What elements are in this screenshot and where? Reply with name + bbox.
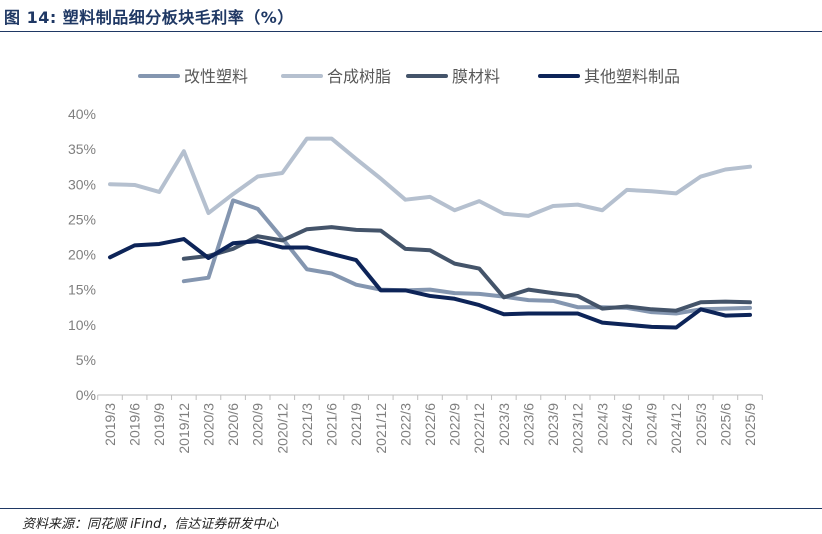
x-tick-label: 2021/6 bbox=[324, 403, 340, 446]
bottom-divider bbox=[0, 508, 822, 509]
y-axis: 0% 5% 10% 15% 20% 25% 30% 35% 40% bbox=[68, 106, 96, 403]
y-tick-label: 10% bbox=[68, 317, 96, 333]
x-tick-label: 2022/6 bbox=[422, 403, 438, 446]
figure-title: 图 14: 塑料制品细分板块毛利率（%） bbox=[4, 8, 294, 27]
x-tick-label: 2024/9 bbox=[644, 403, 660, 446]
x-tick-label: 2019/3 bbox=[102, 403, 118, 446]
top-divider bbox=[0, 31, 822, 32]
y-tick-label: 30% bbox=[68, 176, 96, 192]
legend-label: 合成树脂 bbox=[327, 67, 391, 86]
x-tick-label: 2020/9 bbox=[250, 403, 266, 446]
y-tick-label: 40% bbox=[68, 106, 96, 122]
x-tick-label: 2021/3 bbox=[299, 403, 315, 446]
series-line-e585b6e4bb96e5a191e69699e588b6e59381 bbox=[108, 237, 752, 330]
x-tick-label: 2024/6 bbox=[619, 403, 635, 446]
x-tick-label: 2019/9 bbox=[151, 403, 167, 446]
x-tick-label: 2023/12 bbox=[570, 403, 586, 454]
x-tick-label: 2023/3 bbox=[496, 403, 512, 446]
x-tick-label: 2021/12 bbox=[373, 403, 389, 454]
series-line-e59088e68890e6a091e88482 bbox=[108, 136, 752, 218]
x-axis: 2019/3 2019/6 2019/9 2019/12 2020/3 2020/6 202… bbox=[97, 394, 763, 454]
y-tick-label: 15% bbox=[68, 282, 96, 298]
x-tick-label: 2022/9 bbox=[447, 403, 463, 446]
y-tick-label: 0% bbox=[76, 387, 96, 403]
x-tick-label: 2025/3 bbox=[693, 403, 709, 446]
x-tick-label: 2024/3 bbox=[594, 403, 610, 446]
y-tick-label: 25% bbox=[68, 211, 96, 227]
y-tick-label: 20% bbox=[68, 247, 96, 263]
x-tick-label: 2023/6 bbox=[520, 403, 536, 446]
x-tick-label: 2022/12 bbox=[471, 403, 487, 454]
series-group bbox=[108, 136, 752, 330]
legend-label: 膜材料 bbox=[452, 67, 500, 86]
series-line-e8869ce69d90e69699 bbox=[181, 225, 752, 313]
source-note: 资料来源：同花顺 iFind，信达证券研发中心 bbox=[22, 517, 279, 532]
line-chart: 改性塑料 合成树脂 膜材料 其他塑料制品 0% 5% 10% 15% 20% 25% 30% 35%… bbox=[68, 67, 763, 454]
y-tick-label: 35% bbox=[68, 141, 96, 157]
x-tick-label: 2025/6 bbox=[717, 403, 733, 446]
y-tick-label: 5% bbox=[76, 352, 96, 368]
x-tick-label: 2025/9 bbox=[742, 403, 758, 446]
x-tick-label: 2021/9 bbox=[348, 403, 364, 446]
x-tick-label: 2019/6 bbox=[127, 403, 143, 446]
x-tick-label: 2023/9 bbox=[545, 403, 561, 446]
x-tick-label: 2019/12 bbox=[176, 403, 192, 454]
series-line-e694b9e680a7e5a191e69699 bbox=[181, 198, 752, 316]
x-tick-label: 2024/12 bbox=[668, 403, 684, 454]
x-tick-label: 2020/3 bbox=[200, 403, 216, 446]
x-tick-label: 2022/3 bbox=[397, 403, 413, 446]
legend-label: 改性塑料 bbox=[184, 67, 248, 86]
x-tick-label: 2020/12 bbox=[274, 403, 290, 454]
legend-label: 其他塑料制品 bbox=[584, 67, 680, 86]
x-tick-label: 2020/6 bbox=[225, 403, 241, 446]
chart-legend: 改性塑料 合成树脂 膜材料 其他塑料制品 bbox=[138, 67, 680, 86]
